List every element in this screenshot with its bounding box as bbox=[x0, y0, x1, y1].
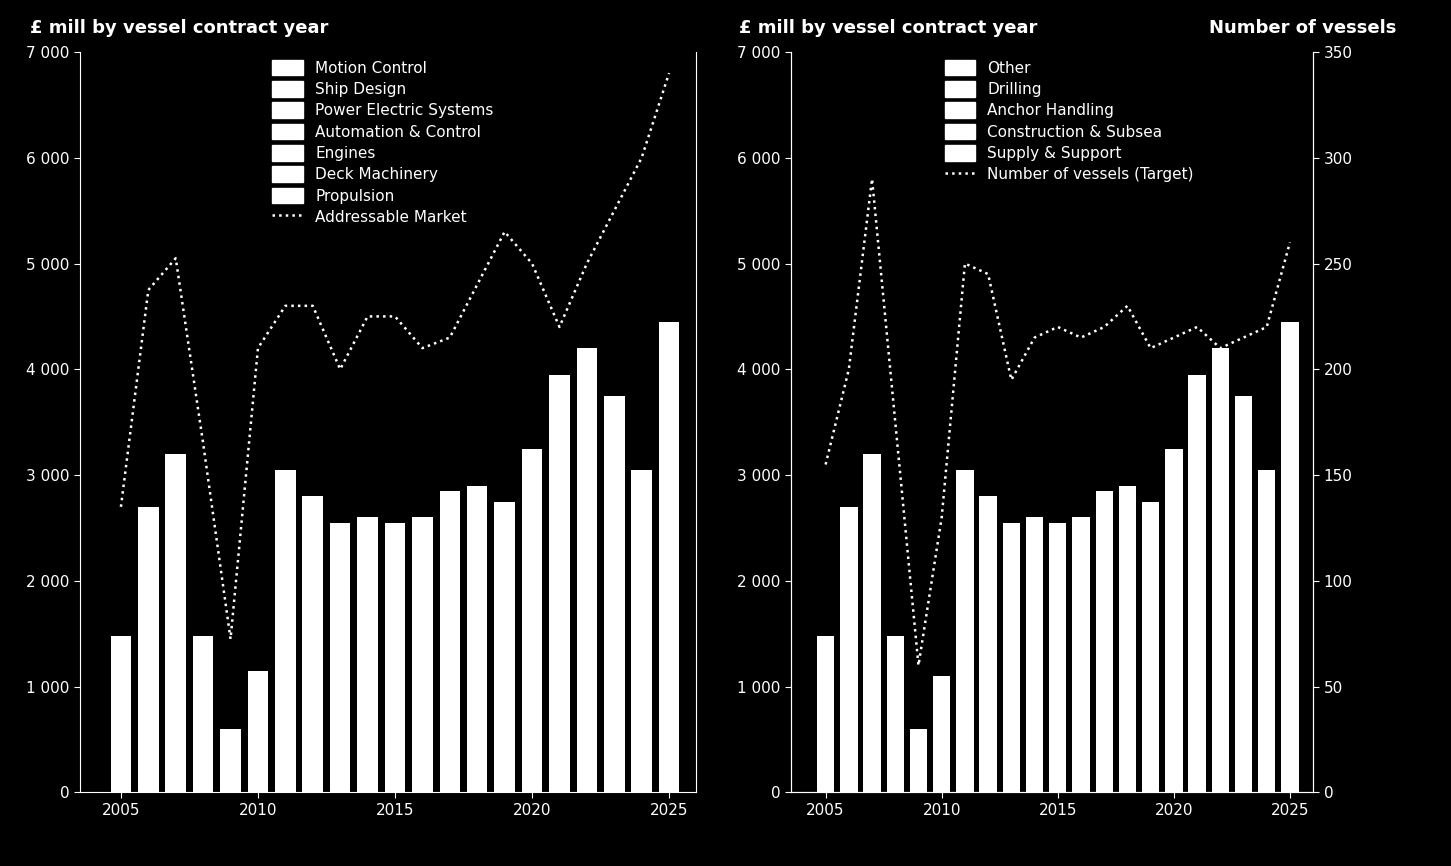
Bar bbox=[495, 501, 515, 792]
Bar bbox=[1188, 375, 1206, 792]
Bar bbox=[1026, 517, 1043, 792]
Bar bbox=[1281, 321, 1299, 792]
Bar bbox=[979, 496, 997, 792]
Legend: Motion Control, Ship Design, Power Electric Systems, Automation & Control, Engin: Motion Control, Ship Design, Power Elect… bbox=[273, 60, 493, 225]
Text: Number of vessels: Number of vessels bbox=[1209, 19, 1397, 37]
Bar bbox=[1049, 523, 1066, 792]
Bar bbox=[887, 636, 904, 792]
Bar bbox=[840, 507, 858, 792]
Bar bbox=[1072, 517, 1090, 792]
Bar bbox=[933, 676, 950, 792]
Bar bbox=[1212, 348, 1229, 792]
Text: £ mill by vessel contract year: £ mill by vessel contract year bbox=[30, 19, 329, 37]
Bar bbox=[817, 636, 834, 792]
Bar bbox=[467, 486, 488, 792]
Bar bbox=[1142, 501, 1159, 792]
Bar bbox=[1165, 449, 1183, 792]
Bar bbox=[659, 321, 679, 792]
Bar bbox=[1096, 491, 1113, 792]
Bar bbox=[248, 671, 268, 792]
Bar bbox=[631, 469, 651, 792]
Bar bbox=[193, 636, 213, 792]
Bar bbox=[956, 469, 974, 792]
Bar bbox=[576, 348, 598, 792]
Bar bbox=[604, 396, 624, 792]
Bar bbox=[329, 523, 351, 792]
Text: £ mill by vessel contract year: £ mill by vessel contract year bbox=[739, 19, 1037, 37]
Bar bbox=[302, 496, 324, 792]
Bar bbox=[221, 729, 241, 792]
Bar bbox=[165, 454, 186, 792]
Bar bbox=[385, 523, 405, 792]
Bar bbox=[1003, 523, 1020, 792]
Bar bbox=[910, 729, 927, 792]
Bar bbox=[357, 517, 377, 792]
Bar bbox=[1258, 469, 1275, 792]
Bar bbox=[412, 517, 432, 792]
Bar bbox=[863, 454, 881, 792]
Bar bbox=[1235, 396, 1252, 792]
Bar bbox=[440, 491, 460, 792]
Bar bbox=[548, 375, 570, 792]
Bar bbox=[276, 469, 296, 792]
Bar bbox=[138, 507, 158, 792]
Bar bbox=[110, 636, 131, 792]
Bar bbox=[1119, 486, 1136, 792]
Legend: Other, Drilling, Anchor Handling, Construction & Subsea, Supply & Support, Numbe: Other, Drilling, Anchor Handling, Constr… bbox=[945, 60, 1194, 182]
Bar bbox=[522, 449, 543, 792]
